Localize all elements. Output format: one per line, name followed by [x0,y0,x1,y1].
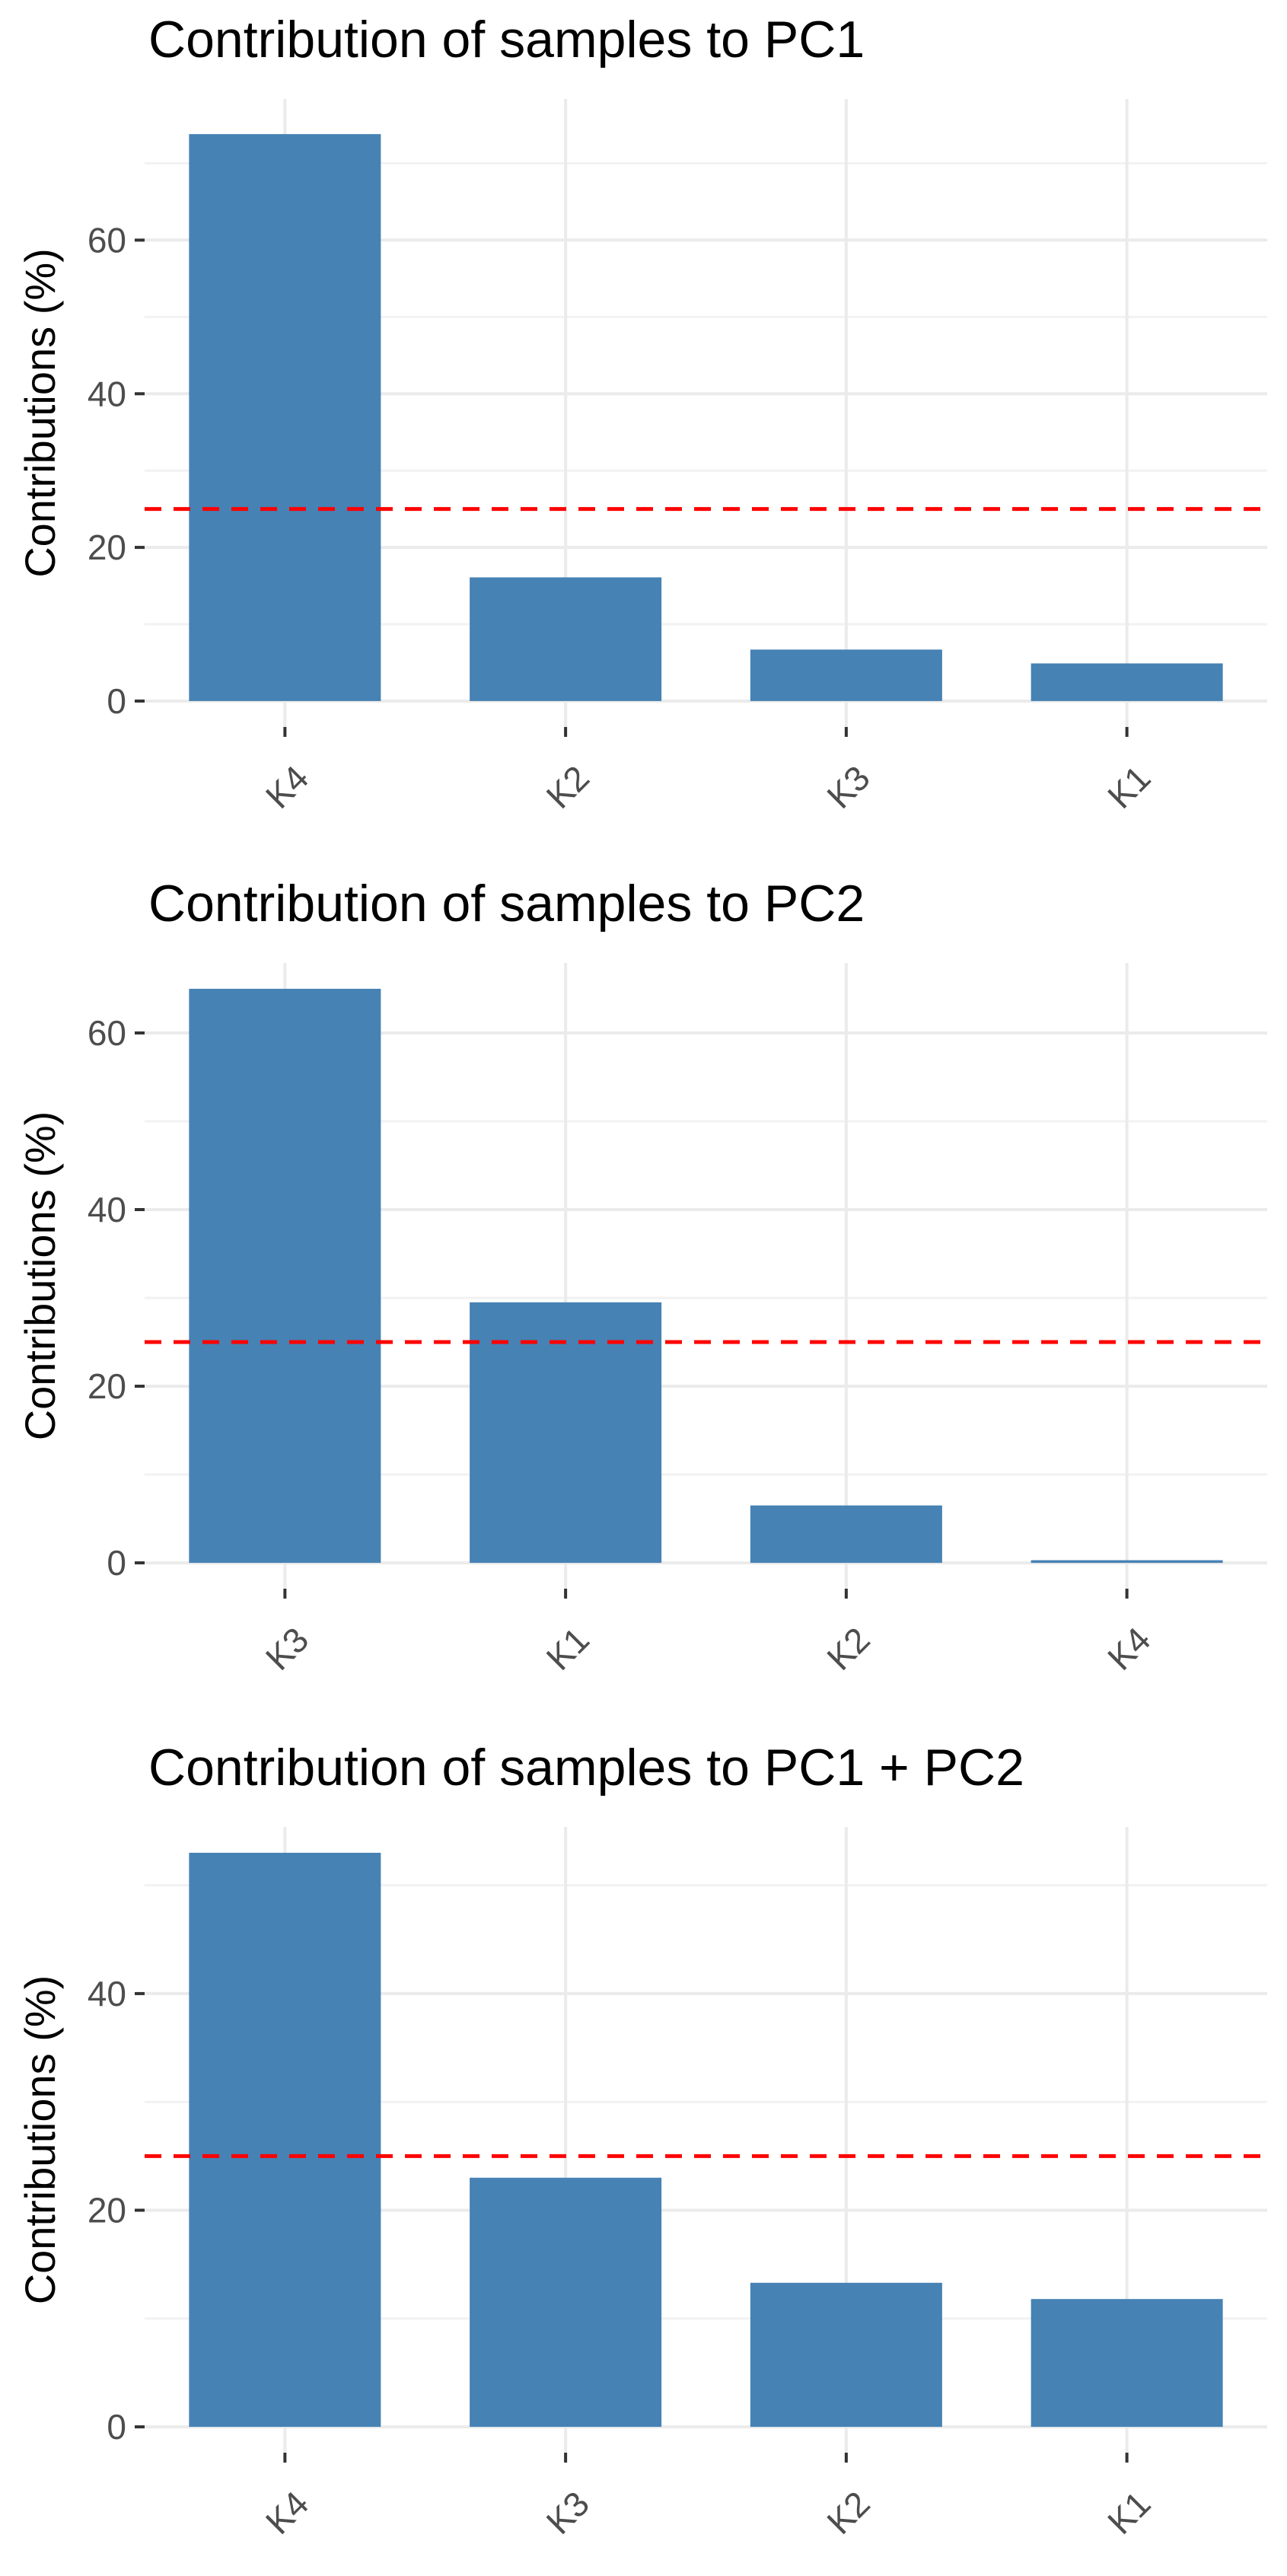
chart-title: Contribution of samples to PC2 [148,875,865,933]
y-tick-label: 40 [88,1190,126,1229]
y-axis-title: Contributions (%) [16,1975,64,2305]
chart-panel-1: Contribution of samples to PC1 0 20 40 60 K4 K… [16,11,1267,816]
x-tick-label-K1: K1 [1100,2483,1158,2542]
chart-title: Contribution of samples to PC1 + PC2 [148,1739,1024,1797]
bar-K3 [470,2177,662,2428]
bar-K1 [1031,663,1223,701]
bar-K2 [750,2282,942,2428]
y-tick-label: 20 [88,1366,126,1406]
x-tick-label-K1: K1 [539,1619,597,1678]
chart-panel-2: Contribution of samples to PC2 0 20 40 60 K3 K… [16,875,1267,1678]
x-tick-label-K3: K3 [258,1619,317,1678]
x-tick-label-K2: K2 [819,2483,878,2542]
y-tick-label: 0 [107,1543,126,1583]
y-tick-label: 20 [88,528,126,567]
bar-K3 [189,988,381,1564]
y-tick-label: 60 [88,220,126,260]
y-axis-title: Contributions (%) [16,248,64,578]
x-tick-label-K2: K2 [819,1619,878,1678]
x-tick-label-K2: K2 [539,757,597,816]
bar-K2 [470,577,662,701]
chart-panel-3: Contribution of samples to PC1 + PC2 0 20 4… [16,1739,1267,2542]
x-tick-label-K4: K4 [258,2483,317,2542]
bar-K2 [750,1505,942,1564]
y-axis-title: Contributions (%) [16,1111,64,1441]
bar-K3 [750,649,942,701]
x-tick-label-K4: K4 [258,757,317,816]
bar-K4 [189,134,381,701]
x-tick-label-K4: K4 [1100,1619,1158,1678]
y-tick-label: 20 [88,2190,126,2230]
y-tick-label: 60 [88,1013,126,1053]
chart-title: Contribution of samples to PC1 [148,11,865,69]
bar-K4 [1031,1560,1223,1564]
y-tick-label: 40 [88,374,126,413]
bar-K4 [189,1852,381,2428]
y-tick-label: 40 [88,1974,126,2013]
y-tick-label: 0 [107,2407,126,2447]
bar-K1 [470,1302,662,1564]
x-tick-label-K1: K1 [1100,757,1158,816]
x-tick-label-K3: K3 [539,2483,597,2542]
x-tick-label-K3: K3 [819,757,878,816]
y-tick-label: 0 [107,681,126,721]
bar-K1 [1031,2299,1223,2428]
